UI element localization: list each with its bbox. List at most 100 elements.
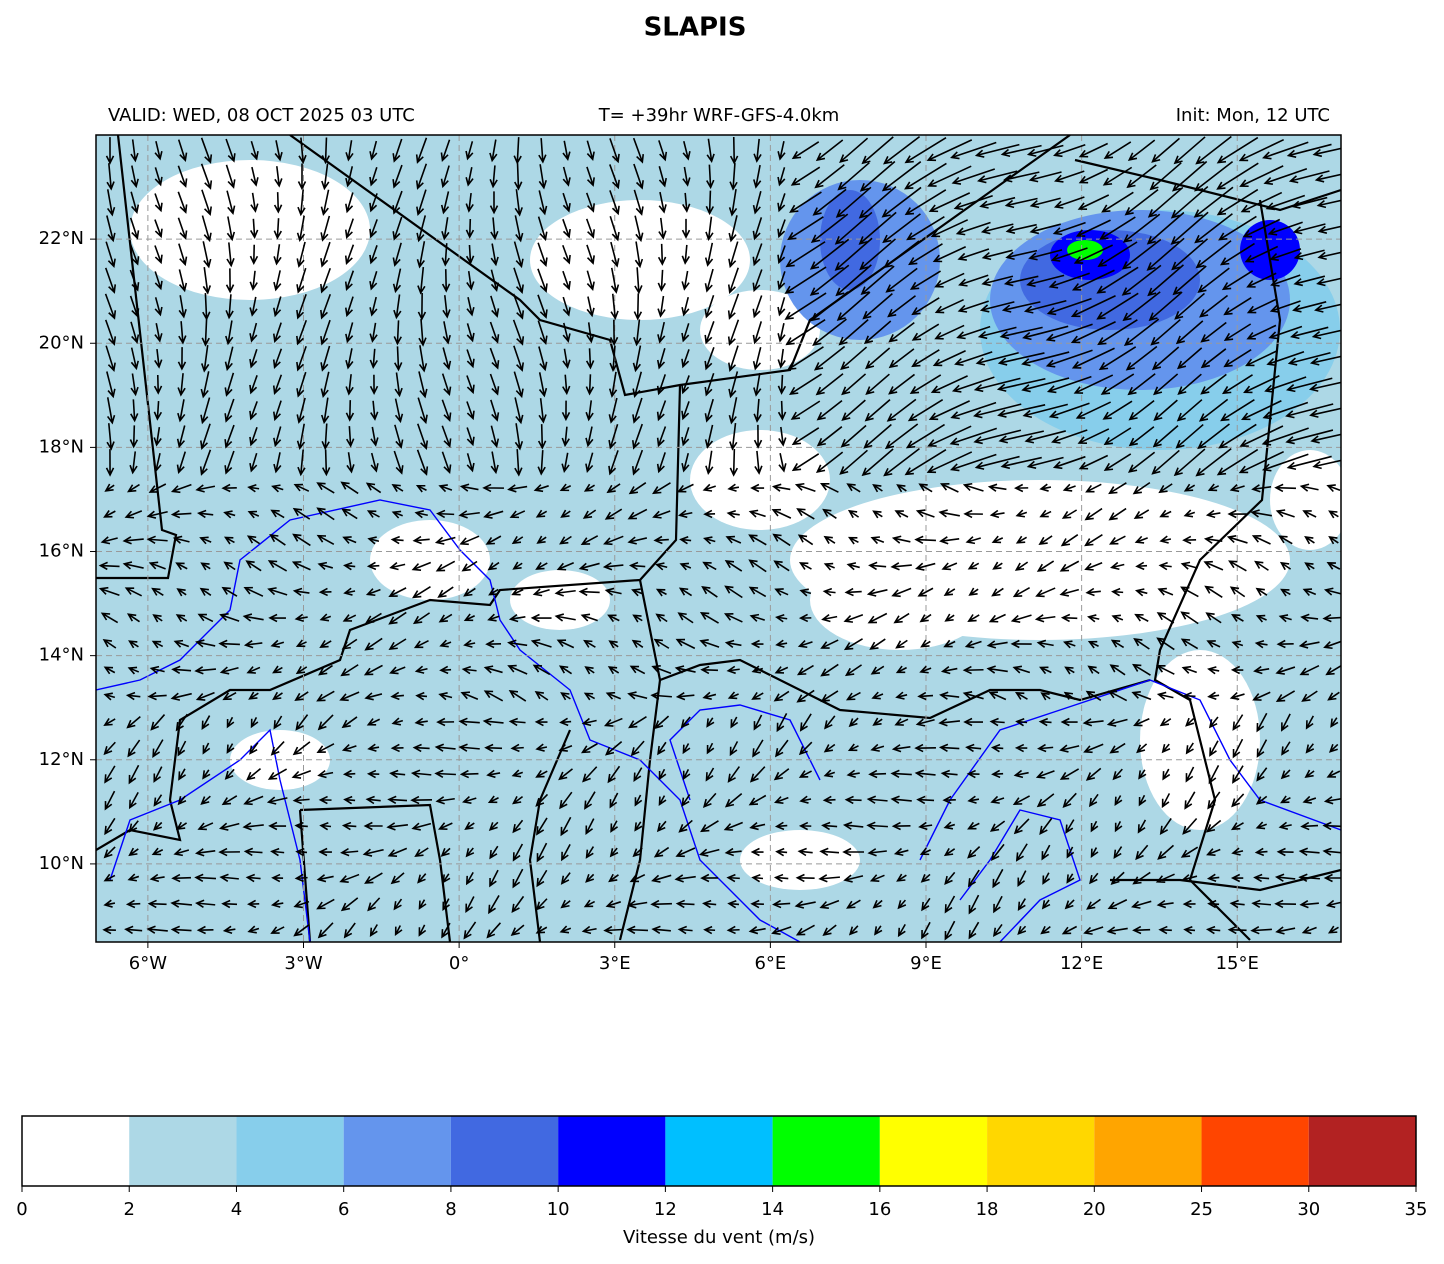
wind-arrow	[943, 847, 956, 857]
colorbar-bin	[879, 1116, 988, 1186]
wind-arrow	[129, 451, 138, 475]
wind-arrow	[776, 713, 788, 733]
wind-arrow	[439, 639, 452, 648]
wind-arrow	[559, 925, 572, 934]
wind-arrow	[535, 509, 548, 518]
wind-arrow	[989, 509, 1005, 519]
wind-arrow	[1264, 376, 1307, 393]
wind-arrow	[346, 452, 355, 474]
wind-arrow	[483, 690, 504, 702]
wind-arrow	[860, 265, 895, 296]
wind-arrow	[607, 666, 620, 675]
wind-arrow	[1156, 665, 1175, 675]
colorbar-tick-label: 30	[1297, 1199, 1320, 1220]
wind-arrow	[562, 374, 571, 396]
wind-arrow	[511, 535, 524, 545]
wind-arrow	[249, 452, 258, 473]
wind-arrow	[104, 817, 116, 836]
wind-arrow	[1087, 614, 1100, 623]
wind-arrow	[560, 899, 571, 909]
wind-arrow	[411, 561, 432, 571]
wind-arrow	[224, 450, 235, 475]
wind-arrow	[1121, 238, 1162, 270]
wind-arrow	[704, 398, 714, 423]
wind-arrow	[226, 743, 235, 754]
wind-arrow	[700, 820, 719, 833]
wind-arrow	[177, 191, 188, 214]
wind-arrow	[749, 613, 765, 622]
wind-arrow	[532, 588, 550, 597]
wind-arrow	[392, 138, 403, 163]
wind-arrow	[633, 319, 642, 347]
wind-arrow	[651, 925, 671, 934]
wind-arrow	[485, 639, 502, 649]
wind-arrow	[1133, 637, 1150, 650]
wind-arrow	[586, 322, 595, 344]
wind-arrow	[126, 716, 141, 729]
wind-arrow	[967, 869, 980, 888]
wind-arrow	[412, 535, 430, 545]
wind-arrow	[489, 869, 499, 888]
wind-arrow	[893, 612, 910, 624]
wind-arrow	[270, 926, 285, 934]
wind-arrow	[846, 769, 860, 779]
wind-arrow	[726, 873, 740, 883]
wind-arrow	[242, 822, 264, 831]
wind-arrow	[1185, 717, 1195, 727]
wind-arrow	[861, 136, 894, 165]
wind-arrow	[341, 638, 358, 650]
wind-arrow	[795, 873, 815, 883]
wind-arrow	[904, 136, 947, 164]
wind-arrow	[416, 423, 429, 450]
wind-arrow	[1177, 373, 1202, 396]
wind-arrow	[1250, 926, 1273, 935]
wind-arrow	[778, 426, 787, 447]
wind-arrow	[777, 219, 786, 239]
wind-arrow	[440, 191, 450, 215]
wind-arrow	[991, 587, 1004, 597]
wind-arrow	[704, 294, 715, 319]
wind-arrow	[418, 899, 427, 910]
wind-arrow	[943, 587, 956, 597]
wind-arrow	[580, 613, 598, 622]
wind-arrow	[604, 508, 623, 520]
wind-arrow	[1276, 847, 1294, 857]
wind-arrow	[440, 847, 451, 857]
wind-arrow	[513, 137, 522, 165]
wind-arrow	[1309, 407, 1341, 418]
wind-arrow	[748, 559, 767, 573]
wind-arrow	[200, 423, 211, 450]
wind-arrow	[997, 404, 1046, 418]
wind-arrow	[441, 399, 452, 422]
wind-arrow	[392, 190, 403, 215]
wind-arrow	[979, 196, 1016, 209]
wind-arrow	[652, 510, 671, 519]
wind-arrow	[991, 769, 1004, 779]
wind-arrow	[821, 613, 838, 623]
wind-arrow	[394, 398, 404, 424]
wind-arrow	[675, 638, 696, 650]
wind-arrow	[1152, 425, 1179, 448]
wind-arrow	[1121, 264, 1162, 296]
wind-arrow	[891, 587, 912, 598]
wind-arrow	[951, 376, 995, 393]
wind-arrow	[1054, 170, 1085, 183]
wind-arrow	[267, 560, 288, 572]
wind-arrow	[610, 293, 619, 321]
wind-arrow	[658, 140, 668, 162]
wind-arrow	[953, 194, 993, 211]
wind-arrow	[1151, 137, 1180, 163]
wind-arrow	[442, 873, 451, 884]
wind-arrow	[514, 449, 523, 477]
wind-arrow	[104, 765, 116, 784]
wind-arrow	[249, 270, 258, 291]
wind-arrow	[604, 740, 623, 756]
wind-arrow	[608, 450, 619, 476]
wind-arrow	[821, 821, 838, 831]
wind-arrow	[609, 792, 619, 809]
wind-arrow	[966, 769, 980, 779]
wind-arrow	[926, 451, 973, 474]
wind-arrow	[1077, 428, 1110, 445]
wind-arrow	[974, 143, 1020, 158]
wind-arrow	[1193, 186, 1234, 218]
